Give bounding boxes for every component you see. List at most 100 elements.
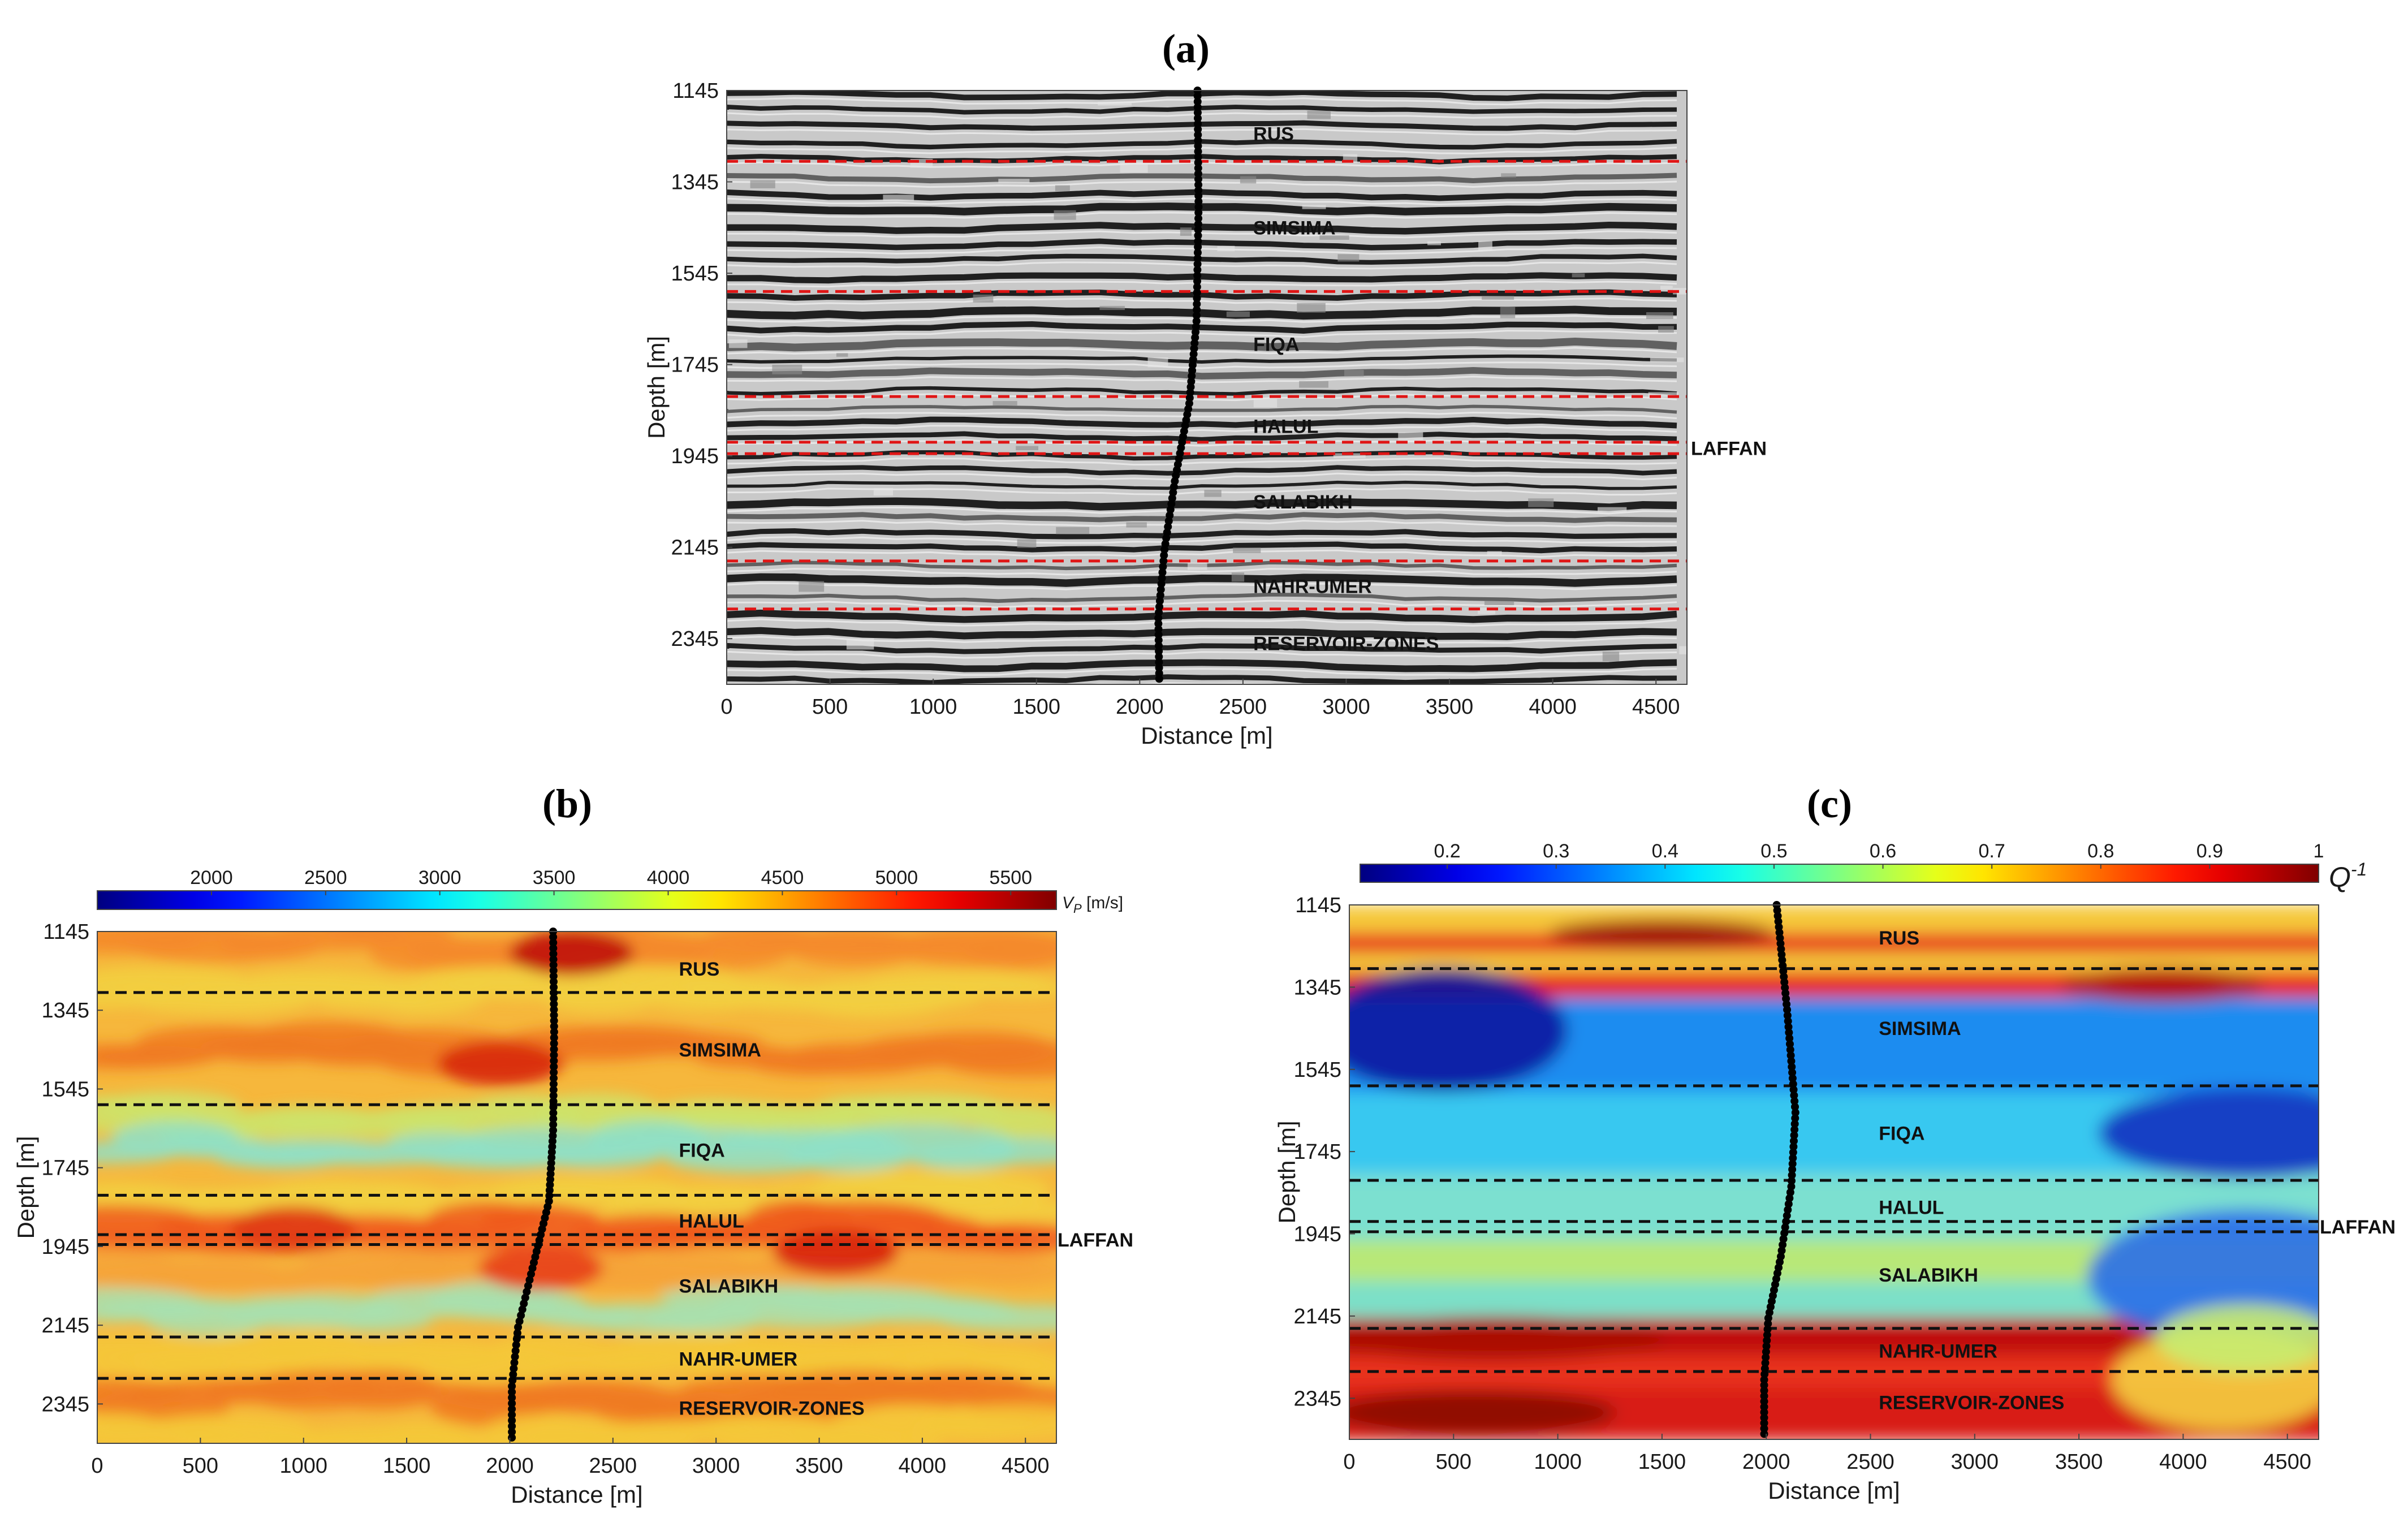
formation-label: HALUL: [1253, 416, 1318, 438]
seismic-patch: [1188, 562, 1207, 570]
seismic-trough: [727, 667, 1677, 676]
well-marker: [1760, 1370, 1769, 1378]
well-marker: [1788, 1165, 1797, 1174]
velocity-blob: [959, 977, 1056, 998]
well-marker: [1779, 1235, 1788, 1243]
panel-label-b: (b): [542, 781, 592, 826]
seismic-patch: [1427, 241, 1442, 245]
well-marker: [1785, 1034, 1794, 1042]
seismic-patch: [1302, 205, 1326, 209]
seismic-patch: [1482, 296, 1514, 300]
seismic-patch: [1500, 307, 1516, 318]
well-marker: [1763, 1331, 1771, 1339]
well-marker: [550, 1028, 558, 1036]
y-tick-label: 1345: [671, 171, 719, 195]
well-marker: [1783, 1211, 1791, 1220]
well-marker: [1154, 631, 1163, 639]
seismic-trough: [727, 146, 1677, 154]
plot-frame: [1349, 904, 2319, 1440]
seismic-reflector: [727, 253, 1677, 265]
well-marker: [508, 1388, 516, 1396]
velocity-blob: [934, 1304, 1056, 1332]
seismic-patch: [1478, 240, 1492, 251]
well-marker: [527, 1270, 536, 1278]
seismic-trough: [727, 97, 1677, 106]
well-marker: [517, 1311, 525, 1319]
seismic-patch: [1658, 326, 1674, 333]
well-marker: [1194, 214, 1203, 223]
well-marker: [525, 1276, 534, 1284]
x-tick-label: 2500: [589, 1454, 637, 1478]
y-tick-label: 1545: [671, 262, 719, 286]
well-marker: [1780, 1229, 1789, 1237]
velocity-anomaly: [773, 1230, 898, 1275]
x-tick-label: 0: [91, 1454, 103, 1478]
seismic-reflector: [727, 202, 1677, 215]
well-marker: [511, 1347, 520, 1355]
seismic-trough: [727, 197, 1677, 206]
x-tick-label: 1500: [383, 1454, 431, 1478]
well-marker: [1193, 97, 1202, 106]
formation-label: SIMSIMA: [1253, 217, 1335, 239]
well-marker: [550, 989, 558, 997]
well-marker: [1786, 1051, 1795, 1060]
well-marker: [1194, 175, 1202, 183]
x-tick-label: 4000: [899, 1454, 947, 1478]
well-marker: [1788, 1171, 1796, 1179]
well-marker: [1783, 1006, 1792, 1014]
colorbar-tick-label: 5000: [875, 867, 918, 889]
seismic-patch: [1217, 245, 1235, 252]
seismic-reflector: [727, 573, 1677, 587]
velocity-blob: [961, 1223, 1056, 1254]
seismic-reflector: [727, 189, 1677, 201]
colorbar-tick-label: 0.2: [1434, 840, 1460, 862]
well-marker: [1779, 1240, 1787, 1249]
x-tick-label: 2000: [1116, 695, 1164, 719]
well-marker: [1194, 125, 1202, 133]
seismic-trough: [727, 618, 1677, 627]
seismic-patch: [1056, 527, 1090, 534]
well-marker: [1790, 1120, 1799, 1128]
seismic-patch: [1054, 210, 1076, 220]
colorbar-tick-label: 2000: [190, 867, 233, 889]
seismic-trough: [727, 682, 1677, 684]
well-marker: [550, 1074, 558, 1083]
well-marker: [1193, 109, 1202, 117]
formation-label: FIQA: [1253, 334, 1299, 355]
seismic-trough: [727, 506, 1677, 515]
well-marker: [1158, 568, 1167, 577]
x-tick-label: 2000: [486, 1454, 534, 1478]
seismic-patch: [1098, 102, 1132, 106]
seismic-reflector: [727, 366, 1677, 380]
seismic-reflector: [727, 321, 1677, 334]
well-marker: [1155, 597, 1164, 605]
well-marker: [550, 994, 558, 1003]
velocity-blob: [956, 1254, 1056, 1287]
seismic-patch: [873, 488, 894, 496]
seismic-reflector: [727, 238, 1677, 251]
well-marker: [1155, 653, 1163, 661]
well-marker: [508, 1394, 516, 1402]
y-tick-label: 1745: [1293, 1140, 1341, 1164]
well-marker: [550, 1033, 558, 1042]
well-marker: [550, 1011, 558, 1019]
seismic-trough: [727, 329, 1677, 338]
well-marker: [1760, 1381, 1768, 1390]
colorbar-tick-label: 0.7: [1979, 840, 2005, 862]
y-tick-label: 2345: [1293, 1387, 1341, 1411]
colorbar-tick-label: 0.6: [1870, 840, 1896, 862]
formation-label: RUS: [1879, 928, 1919, 949]
well-marker: [511, 1352, 519, 1361]
well-marker: [1791, 1114, 1799, 1123]
x-tick-label: 4500: [1632, 695, 1680, 719]
well-marker: [510, 1364, 518, 1373]
well-marker: [1788, 1176, 1796, 1185]
well-marker: [508, 1411, 516, 1419]
seismic-patch: [1307, 110, 1331, 119]
velocity-blob: [964, 931, 1056, 970]
seismic-patch: [750, 180, 775, 188]
seismic-trough: [727, 212, 1677, 219]
formation-label: RUS: [679, 959, 720, 980]
seismic-patch: [1253, 398, 1278, 408]
